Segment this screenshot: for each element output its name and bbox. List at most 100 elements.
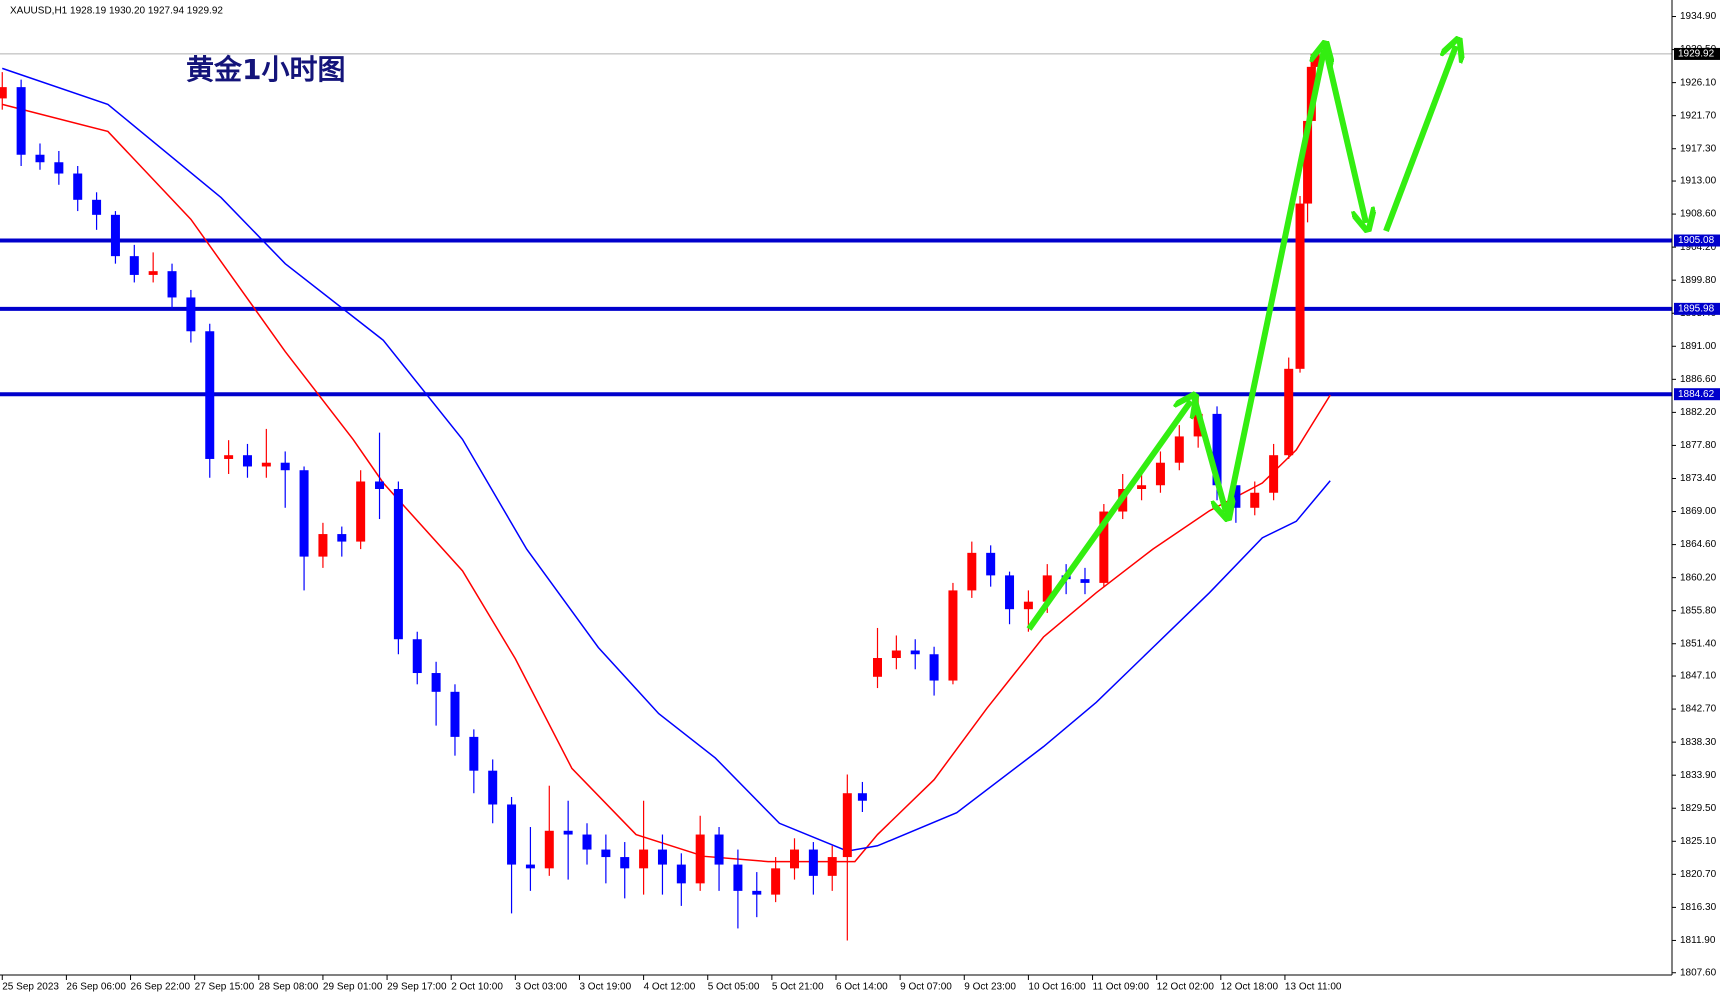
- candle-body: [167, 271, 177, 298]
- y-tick-label: 1820.70: [1680, 869, 1717, 880]
- candle-body: [790, 849, 800, 869]
- candle-body: [872, 658, 882, 677]
- candle-body: [0, 87, 7, 99]
- plot-area: [0, 51, 1672, 941]
- y-tick-label: 1847.10: [1680, 671, 1717, 682]
- x-tick-label: 29 Sep 17:00: [387, 982, 447, 993]
- x-tick-label: 12 Oct 02:00: [1157, 982, 1215, 993]
- x-tick-label: 5 Oct 21:00: [772, 982, 824, 993]
- candle-body: [242, 455, 252, 467]
- y-tick-label: 1891.00: [1680, 341, 1717, 352]
- x-tick-label: 26 Sep 06:00: [66, 982, 126, 993]
- candle-body: [261, 462, 271, 467]
- arrow: [1383, 46, 1456, 233]
- candle-body: [857, 793, 867, 801]
- candle-body: [469, 736, 479, 771]
- x-tick-label: 6 Oct 14:00: [836, 982, 888, 993]
- candle-body: [986, 552, 996, 576]
- y-tick-label: 1873.40: [1680, 473, 1717, 484]
- y-tick-label: 1908.60: [1680, 209, 1717, 220]
- arrow: [1191, 396, 1226, 512]
- candle-body: [488, 770, 498, 805]
- x-tick-label: 3 Oct 03:00: [515, 982, 567, 993]
- x-tick-label: 13 Oct 11:00: [1285, 982, 1342, 993]
- y-tick-label: 1926.10: [1680, 77, 1717, 88]
- y-tick-label: 1825.10: [1680, 836, 1717, 847]
- candle-body: [1193, 413, 1203, 437]
- candle-body: [948, 590, 958, 681]
- candle-body: [1099, 511, 1109, 583]
- moving-average-line: [2, 103, 1331, 863]
- candle-body: [714, 834, 724, 865]
- y-tick-label: 1842.70: [1680, 704, 1717, 715]
- current-price-box: [1674, 47, 1720, 60]
- candle-body: [205, 331, 215, 459]
- x-tick-label: 2 Oct 10:00: [451, 982, 503, 993]
- y-tick-label: 1921.70: [1680, 110, 1717, 121]
- candle-body: [1250, 492, 1260, 508]
- x-tick-label: 3 Oct 19:00: [579, 982, 631, 993]
- candle-body: [431, 673, 441, 692]
- candle-body: [54, 162, 64, 174]
- y-tick-label: 1904.20: [1680, 242, 1717, 253]
- candle-body: [110, 214, 120, 257]
- x-tick-label: 10 Oct 16:00: [1028, 982, 1086, 993]
- y-tick-label: 1829.50: [1680, 803, 1717, 814]
- candle-body: [1284, 368, 1294, 456]
- candle-body: [808, 849, 818, 876]
- x-tick-label: 9 Oct 07:00: [900, 982, 952, 993]
- candle-body: [563, 830, 573, 835]
- y-tick-label: 1838.30: [1680, 737, 1717, 748]
- x-tick-label: 12 Oct 18:00: [1221, 982, 1279, 993]
- candle-body: [842, 793, 852, 858]
- candle-body: [299, 470, 309, 557]
- candle-body: [318, 534, 328, 557]
- candle-body: [1005, 575, 1015, 610]
- y-tick-label: 1934.90: [1680, 11, 1717, 22]
- y-tick-label: 1917.30: [1680, 143, 1717, 154]
- candle-body: [375, 481, 385, 490]
- candle-body: [525, 864, 535, 869]
- level-label: 1884.62: [1678, 389, 1715, 400]
- level-box: [1674, 302, 1720, 315]
- candle-body: [1155, 462, 1165, 486]
- level-label: 1905.08: [1678, 235, 1715, 246]
- candle-body: [337, 534, 347, 542]
- x-tick-label: 9 Oct 23:00: [964, 982, 1016, 993]
- y-tick-label: 1869.00: [1680, 506, 1717, 517]
- x-tick-label: 4 Oct 12:00: [644, 982, 696, 993]
- arrow: [1026, 401, 1191, 631]
- level-box: [1674, 234, 1720, 247]
- candle-body: [544, 830, 554, 869]
- candle-body: [148, 271, 158, 275]
- candle-body: [1295, 203, 1305, 369]
- candle-body: [1042, 575, 1052, 602]
- candle-body: [582, 834, 592, 850]
- x-tick-label: 5 Oct 05:00: [708, 982, 760, 993]
- candle-body: [601, 849, 611, 858]
- candle-body: [224, 455, 234, 459]
- level-box: [1674, 388, 1720, 401]
- candle-body: [1174, 436, 1184, 463]
- y-tick-label: 1913.00: [1680, 176, 1717, 187]
- candle-body: [1306, 66, 1316, 121]
- candle-body: [620, 857, 630, 869]
- candle-body: [676, 864, 686, 884]
- candle-body: [16, 87, 26, 155]
- candle-body: [967, 552, 977, 591]
- y-tick-label: 1807.60: [1680, 967, 1717, 978]
- y-tick-label: 1816.30: [1680, 902, 1717, 913]
- level-label: 1895.98: [1678, 304, 1715, 315]
- moving-average-line: [2, 67, 1331, 852]
- y-tick-label: 1833.90: [1680, 770, 1717, 781]
- x-tick-label: 25 Sep 2023: [2, 982, 59, 993]
- candle-body: [1212, 413, 1222, 486]
- chart-title: 黄金1小时图: [186, 53, 345, 86]
- y-tick-label: 1882.20: [1680, 407, 1717, 418]
- candle-body: [35, 154, 45, 163]
- candle-body: [657, 849, 667, 865]
- candle-body: [280, 462, 290, 471]
- candle-body: [1303, 120, 1313, 204]
